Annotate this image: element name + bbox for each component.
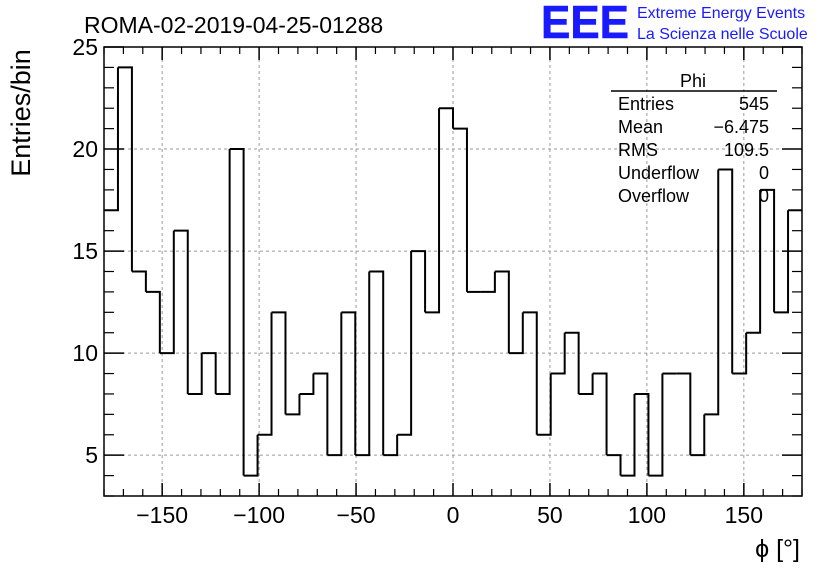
histogram-bin: [648, 373, 664, 477]
stats-overflow-label: Overflow: [618, 186, 690, 206]
histogram-bin: [606, 454, 622, 476]
stats-overflow-value: 0: [759, 186, 769, 206]
histogram-bin: [173, 229, 189, 394]
x-tick-label: 0: [447, 502, 460, 528]
x-tick-label: −150: [136, 502, 188, 528]
logo-line-2: La Scienza nelle Scuole: [637, 26, 808, 43]
histogram-bin: [732, 332, 748, 375]
histogram-bin: [425, 108, 441, 314]
axis-ticks: [103, 46, 803, 497]
histogram-bin: [550, 332, 566, 375]
histogram-bin: [704, 169, 720, 416]
histogram-bin: [271, 311, 287, 415]
histogram-bin: [690, 414, 706, 457]
histogram-bin: [257, 312, 273, 436]
histogram-bin: [760, 188, 776, 313]
histogram-bin: [117, 66, 133, 272]
histogram-bin: [201, 352, 217, 394]
x-tick-label: −100: [233, 502, 285, 528]
stats-box: Phi Entries 545 Mean −6.475 RMS 109.5 Un…: [611, 71, 777, 206]
stats-entries-value: 545: [739, 94, 769, 114]
histogram-bin: [215, 149, 231, 395]
histogram-bin: [355, 271, 371, 457]
stats-mean-value: −6.475: [713, 117, 769, 137]
histogram-bin: [187, 353, 203, 395]
x-axis-label: ϕ [°]: [755, 535, 800, 563]
histogram-bin: [397, 251, 413, 436]
histogram-bin: [229, 148, 245, 476]
x-tick-label: −50: [337, 502, 376, 528]
stats-underflow-value: 0: [759, 163, 769, 183]
run-title: ROMA-02-2019-04-25-01288: [84, 12, 383, 38]
histogram-bin: [453, 127, 468, 292]
histogram-bin: [746, 189, 762, 334]
histogram-bars: [104, 66, 802, 477]
x-tick-label: 100: [628, 502, 666, 528]
histogram-bin: [131, 270, 147, 292]
x-tick-label: 50: [537, 502, 563, 528]
histogram-bin: [522, 311, 538, 435]
stats-rms-value: 109.5: [724, 140, 769, 160]
histogram-bin: [299, 373, 315, 395]
histogram-bin: [578, 373, 594, 395]
histogram-bin: [592, 372, 608, 456]
histogram-bin: [341, 311, 357, 456]
stats-entries-label: Entries: [618, 94, 674, 114]
histogram-bin: [411, 250, 427, 313]
histogram-bin: [620, 393, 636, 477]
stats-title: Phi: [680, 71, 706, 91]
stats-rms-label: RMS: [618, 140, 658, 160]
histogram-bin: [718, 168, 734, 374]
histogram-bin: [774, 210, 790, 314]
x-tick-label: 150: [725, 502, 763, 528]
stats-underflow-label: Underflow: [618, 163, 700, 183]
axis-tick-labels: −150 −100 −50 0 50 100 150 5 10 15 20 25: [72, 34, 763, 528]
histogram-bin: [508, 312, 524, 355]
histogram-bin: [285, 393, 301, 416]
histogram-bin: [145, 290, 161, 354]
stats-mean-label: Mean: [618, 117, 663, 137]
y-tick-label: 20: [72, 136, 98, 162]
histogram-bin: [536, 373, 552, 436]
histogram-bin: [369, 270, 385, 456]
histogram-bin: [313, 372, 329, 456]
histogram-bin: [243, 434, 259, 477]
y-tick-label: 10: [72, 340, 98, 366]
histogram-bin: [676, 372, 692, 456]
y-tick-label: 5: [85, 442, 98, 468]
y-axis-label: Entries/bin: [6, 49, 36, 177]
histogram-bin: [480, 271, 496, 293]
histogram-bin: [439, 107, 454, 129]
histogram-bin: [383, 434, 399, 457]
y-tick-label: 15: [72, 238, 98, 264]
logo-line-1: Extreme Energy Events: [637, 5, 805, 22]
histogram-bin: [494, 270, 510, 354]
histogram-bin: [564, 331, 580, 394]
grid-lines: [104, 47, 802, 496]
histogram-bin: [634, 392, 650, 476]
histogram-bin: [159, 230, 175, 355]
histogram-bin: [327, 312, 343, 457]
y-tick-label: 25: [72, 34, 98, 60]
eee-logo: EEE: [541, 0, 629, 48]
